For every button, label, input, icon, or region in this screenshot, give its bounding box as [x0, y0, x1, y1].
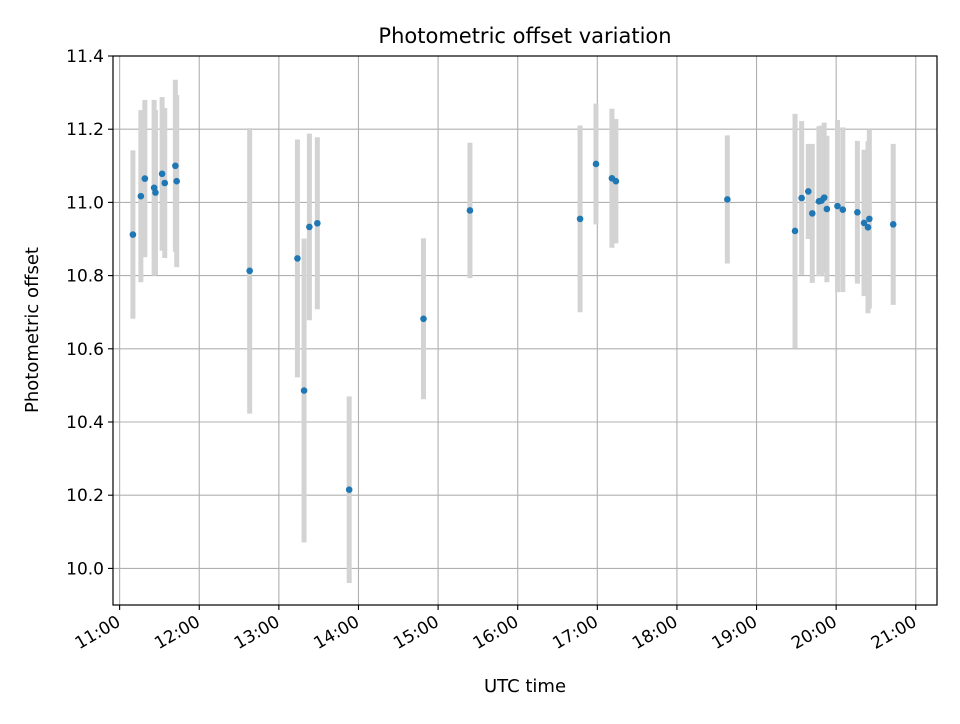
data-point [172, 162, 179, 170]
y-axis-label: Photometric offset [22, 247, 43, 413]
data-point [798, 194, 805, 202]
data-point [808, 210, 816, 217]
data-point [839, 206, 847, 214]
data-point [306, 223, 313, 231]
y-tick-label: 11.0 [66, 193, 104, 213]
data-point [152, 189, 159, 196]
data-point [246, 267, 253, 275]
data-point [834, 202, 841, 210]
data-point [854, 208, 861, 216]
data-point [866, 215, 873, 223]
data-point [161, 179, 169, 187]
y-tick-label: 10.0 [66, 559, 104, 579]
data-point [889, 221, 897, 228]
y-tick-label: 10.2 [66, 486, 104, 506]
y-axis-ticks: 10.0 10.2 10.4 10.6 10.8 11.0 11.2 11.4 [66, 47, 113, 579]
y-tick-label: 11.2 [66, 120, 104, 140]
data-point [791, 227, 799, 235]
data-point [576, 215, 584, 223]
data-point [804, 188, 812, 195]
data-point [173, 177, 180, 185]
data-point [612, 177, 620, 185]
data-point [864, 223, 872, 231]
data-point [820, 194, 828, 201]
y-tick-label: 10.4 [66, 413, 104, 433]
y-tick-label: 10.8 [66, 267, 104, 287]
chart-title: Photometric offset variation [378, 24, 671, 48]
data-point [823, 205, 831, 213]
plot-frame [112, 55, 938, 606]
y-tick-label: 11.4 [66, 47, 104, 67]
data-point [345, 486, 353, 494]
data-point [592, 160, 600, 168]
x-axis-label: UTC time [484, 676, 566, 697]
data-point [420, 315, 427, 323]
data-point [860, 219, 868, 227]
data-point [314, 219, 321, 227]
data-point [294, 255, 301, 262]
data-point [724, 196, 731, 203]
data-point [141, 175, 149, 182]
data-point [300, 387, 308, 394]
data-point [466, 207, 474, 214]
data-points [129, 160, 897, 494]
data-point [158, 170, 166, 178]
data-point [129, 231, 137, 238]
data-point [137, 192, 145, 200]
y-tick-label: 10.6 [66, 340, 104, 360]
